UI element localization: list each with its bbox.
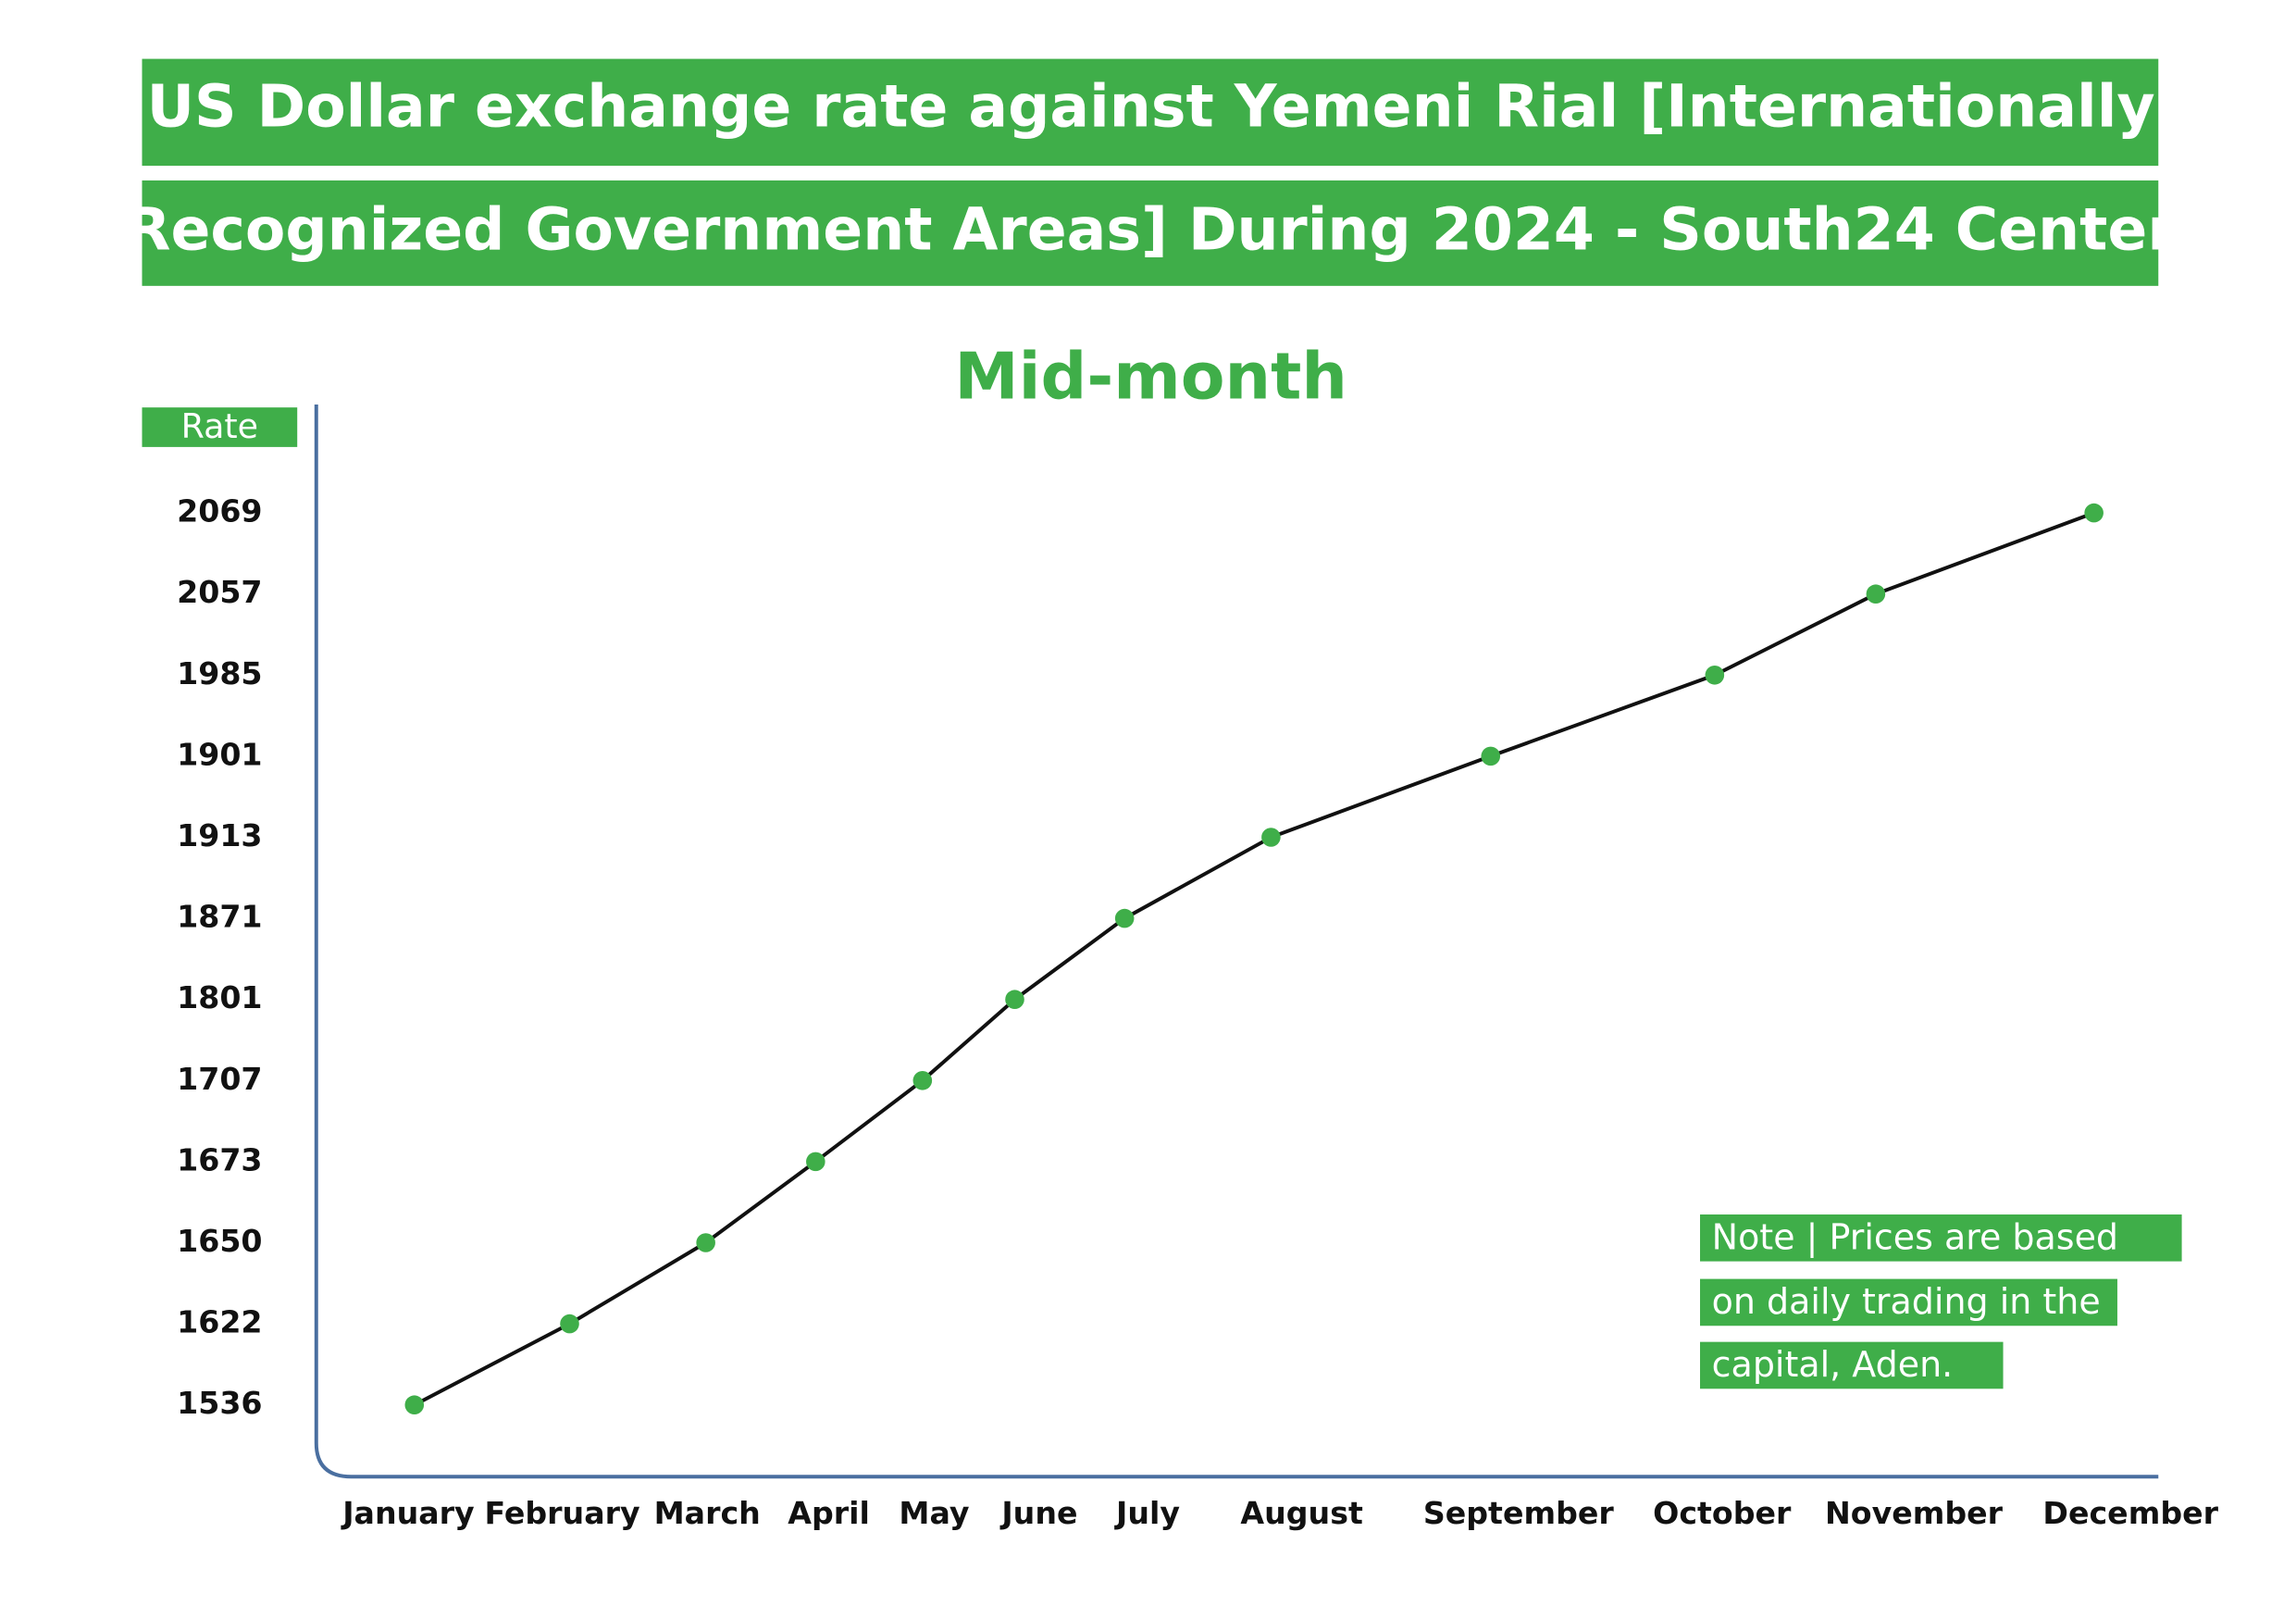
y-tick-label: 1901 [177,736,262,772]
x-tick-label: February [485,1495,640,1531]
y-tick-label: 2057 [177,574,262,610]
y-tick-label: 1536 [177,1385,262,1421]
subtitle: Mid-month [954,340,1347,415]
x-tick-label: March [654,1495,761,1531]
y-tick-label: 1985 [177,655,262,691]
y-axis-label: Rate [181,406,258,446]
line [413,511,2095,1407]
point [806,1152,825,1172]
x-tick-label: December [2042,1495,2218,1531]
chart-title: Recognized Government Areas] During 2024… [126,194,2178,263]
point [1481,746,1501,766]
x-tick-label: June [999,1495,1077,1531]
y-tick-label: 1650 [177,1223,262,1259]
chart-title: US Dollar exchange rate against Yemeni R… [147,72,2155,141]
point [1261,828,1281,847]
annotation: Note | Prices are based [1712,1216,2118,1258]
point [404,1395,425,1414]
y-tick-label: 1707 [177,1061,262,1097]
axis [314,405,2159,1479]
note-box [1700,1278,2117,1326]
x-tick-label: July [1114,1495,1180,1531]
x-tick-label: November [1825,1495,2004,1531]
point [1705,666,1725,685]
annotation: on daily trading in the [1712,1281,2101,1322]
y-tick-label: 1913 [177,817,262,853]
point [1866,584,1886,604]
point [2084,503,2104,523]
y-tick-label: 1673 [177,1141,262,1177]
point [912,1071,933,1090]
x-tick-label: April [788,1495,870,1531]
y-label-box [142,407,298,447]
annotation: capital, Aden. [1712,1344,1954,1385]
x-tick-label: September [1423,1495,1615,1531]
y-tick-label: 1871 [177,899,262,935]
point [1114,908,1135,928]
x-tick-label: January [341,1495,475,1531]
title-box [142,58,2159,167]
x-tick-label: October [1653,1495,1792,1531]
note-box [1700,1341,2004,1389]
x-tick-label: May [899,1495,969,1531]
x-tick-label: August [1240,1495,1363,1531]
point [696,1233,715,1252]
y-tick-label: 1622 [177,1304,262,1340]
y-tick-label: 2069 [177,493,262,529]
y-tick-label: 1801 [177,979,262,1015]
point [1005,990,1024,1009]
title-box [142,180,2159,286]
note-box [1700,1214,2182,1262]
point [560,1314,579,1334]
